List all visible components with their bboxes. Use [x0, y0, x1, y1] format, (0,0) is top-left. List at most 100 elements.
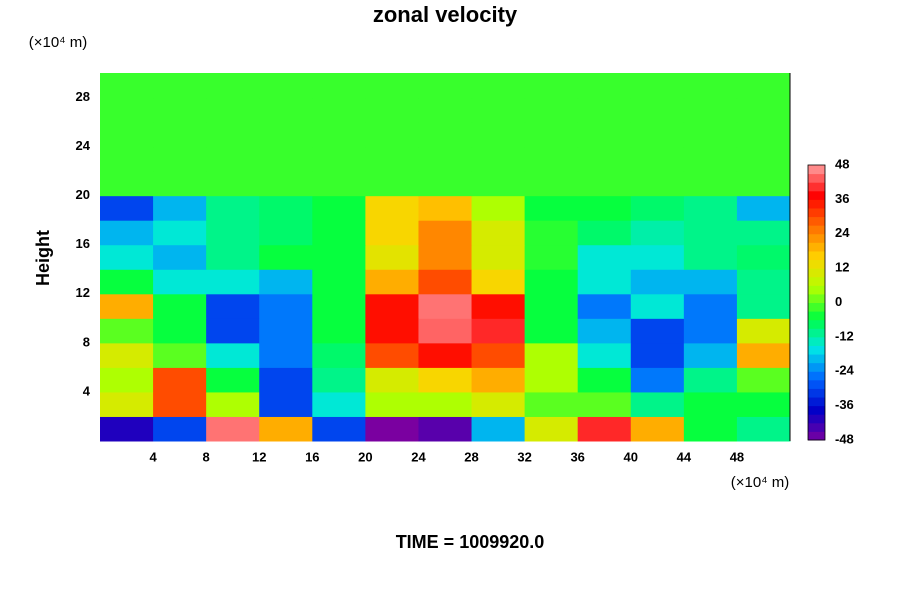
heat-cell: [418, 318, 473, 344]
heat-cell: [683, 318, 738, 344]
heat-cell: [365, 146, 419, 172]
x-tick-label: 44: [677, 449, 692, 464]
heat-cell: [312, 367, 366, 393]
heat-cell: [630, 293, 685, 319]
heat-cell: [312, 318, 366, 344]
heat-cell: [577, 342, 632, 368]
heat-cell: [153, 293, 207, 319]
colorbar-band: [808, 216, 825, 226]
heat-cell: [312, 73, 366, 99]
heat-cell: [683, 244, 738, 270]
heat-cell: [524, 122, 579, 148]
heat-cell: [100, 416, 154, 442]
colorbar-band: [808, 250, 825, 261]
heat-cell: [418, 97, 473, 123]
heat-cell: [736, 146, 791, 172]
heat-cell: [630, 146, 685, 172]
colorbar-band: [808, 207, 825, 218]
heat-cell: [259, 220, 313, 246]
chart-title: zonal velocity: [373, 2, 518, 27]
heat-cell: [471, 416, 526, 442]
heat-cell: [153, 342, 207, 368]
heat-cell: [630, 318, 685, 344]
heat-cell: [365, 195, 419, 221]
y-axis-label: Height: [33, 230, 53, 286]
time-label: TIME = 1009920.0: [396, 532, 545, 552]
heat-cell: [153, 73, 207, 99]
heat-cell: [312, 293, 366, 319]
heat-cell: [683, 97, 738, 123]
heat-cell: [630, 220, 685, 246]
heat-cell: [259, 318, 313, 344]
heat-cell: [206, 220, 260, 246]
heat-cell: [206, 97, 260, 123]
heat-cell: [524, 318, 579, 344]
colorbar-band: [808, 233, 825, 243]
heat-cell: [206, 146, 260, 172]
heat-cell: [100, 244, 154, 270]
heat-cell: [683, 220, 738, 246]
heat-cell: [683, 195, 738, 221]
heat-cell: [206, 416, 260, 442]
heat-cell: [418, 220, 473, 246]
heat-cell: [365, 244, 419, 270]
heat-cell: [577, 146, 632, 172]
heat-cell: [630, 171, 685, 197]
heat-cell: [524, 416, 579, 442]
y-tick-label: 20: [76, 187, 90, 202]
heat-cell: [100, 171, 154, 197]
heat-cell: [577, 244, 632, 270]
x-unit: (×10⁴ m): [731, 474, 790, 491]
heat-cell: [683, 146, 738, 172]
heat-cell: [206, 367, 260, 393]
heat-cell: [418, 244, 473, 270]
heat-cell: [365, 293, 419, 319]
colorbar-band: [808, 268, 825, 278]
heat-cell: [365, 97, 419, 123]
heat-cell: [259, 73, 313, 99]
heat-cell: [259, 171, 313, 197]
heat-cell: [259, 122, 313, 148]
heat-cell: [736, 342, 791, 368]
heat-cell: [471, 146, 526, 172]
colorbar-band: [808, 319, 825, 329]
heat-cell: [418, 195, 473, 221]
colorbar-band: [808, 336, 825, 346]
y-tick-label: 28: [76, 89, 90, 104]
heat-cell: [153, 195, 207, 221]
heat-cell: [418, 171, 473, 197]
heat-cell: [630, 416, 685, 442]
heat-cell: [683, 293, 738, 319]
heat-cell: [153, 146, 207, 172]
colorbar-frame: [807, 164, 826, 441]
heat-cell: [365, 220, 419, 246]
heat-cell: [312, 171, 366, 197]
heat-cell: [524, 391, 579, 417]
heat-cell: [577, 367, 632, 393]
heat-cell: [259, 146, 313, 172]
heat-cell: [630, 73, 685, 99]
heat-cell: [259, 269, 313, 295]
colorbar-tick-label: -36: [835, 397, 854, 412]
heat-cell: [312, 146, 366, 172]
heat-cell: [471, 195, 526, 221]
x-tick-label: 20: [358, 449, 372, 464]
colorbar-band: [808, 405, 825, 415]
x-tick-label: 24: [411, 449, 426, 464]
heat-cell: [736, 367, 791, 393]
heat-cell: [259, 97, 313, 123]
heat-cell: [577, 171, 632, 197]
heat-cell: [418, 269, 473, 295]
colorbar-tick-label: 24: [835, 225, 850, 240]
colorbar-band: [808, 388, 825, 398]
heat-cell: [365, 269, 419, 295]
colorbar-band: [808, 371, 825, 381]
heat-cell: [312, 122, 366, 148]
heat-cell: [100, 146, 154, 172]
heat-cell: [100, 293, 154, 319]
heat-cell: [153, 416, 207, 442]
heat-cell: [259, 293, 313, 319]
heat-cell: [736, 244, 791, 270]
heat-cell: [206, 269, 260, 295]
